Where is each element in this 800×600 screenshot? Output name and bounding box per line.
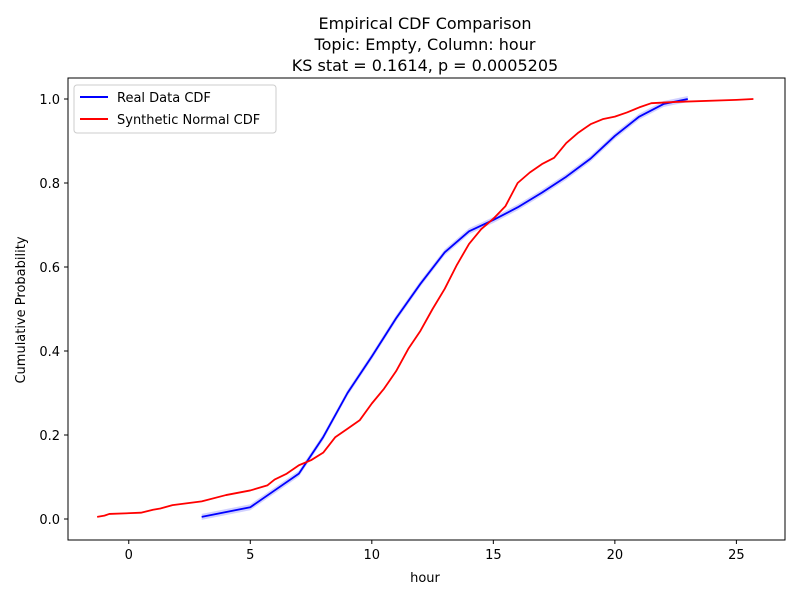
y-axis-ticks: 0.0 0.2 0.4 0.6 0.8 1.0 [39,93,68,528]
title-line-1: Empirical CDF Comparison [318,14,531,33]
chart-title: Empirical CDF Comparison Topic: Empty, C… [292,14,558,75]
x-tick-label: 20 [607,548,624,563]
y-tick-label: 1.0 [39,93,60,108]
x-tick-label: 15 [485,548,502,563]
series-layer [97,96,754,520]
series-line-real [201,98,688,518]
legend-box [73,84,277,134]
title-line-2: Topic: Empty, Column: hour [314,35,536,54]
title-line-3: KS stat = 0.1614, p = 0.0005205 [292,56,558,75]
y-tick-label: 0.4 [39,345,60,360]
plot-area [67,77,786,541]
y-axis-label: Cumulative Probability [14,236,29,383]
x-tick-label: 0 [125,548,133,563]
y-tick-label: 0.8 [39,177,60,192]
x-tick-label: 10 [364,548,381,563]
x-axis-ticks: 0 5 10 15 20 25 [125,540,745,563]
confidence-band [201,96,688,520]
legend: Real Data CDF Synthetic Normal CDF [73,84,277,134]
y-tick-label: 0.0 [39,513,60,528]
legend-label-real: Real Data CDF [117,91,211,106]
x-tick-label: 5 [246,548,254,563]
x-axis-label: hour [410,571,440,586]
series-line-synthetic [97,98,754,518]
legend-label-synthetic: Synthetic Normal CDF [117,113,260,128]
x-tick-label: 25 [728,548,745,563]
y-tick-label: 0.2 [39,429,60,444]
y-tick-label: 0.6 [39,261,60,276]
